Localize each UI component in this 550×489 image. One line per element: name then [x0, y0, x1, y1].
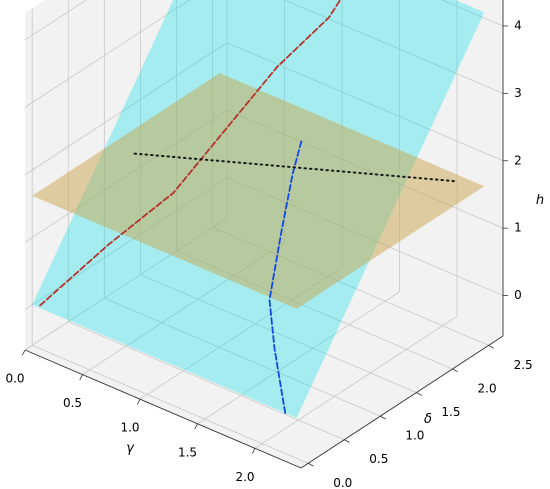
y-grid-line-floor — [32, 344, 309, 464]
z-tick-label: 2 — [514, 153, 522, 167]
x-tick-label: 1.5 — [178, 445, 197, 459]
y-tick-label: 1.0 — [405, 429, 424, 443]
x-tick-label-mark — [21, 349, 26, 356]
z-axis-label: h — [536, 193, 544, 208]
x-tick-label-mark — [194, 423, 198, 430]
x-tick-label: 1.0 — [120, 421, 139, 435]
y-tick-label: 0.0 — [333, 476, 352, 489]
z-tick-label: 4 — [514, 18, 522, 32]
tick-labels: 0.0 0.5 1.0 1.5 2.0 0.0 0.5 1.0 1.5 2.0 2.5 0 1 2 3 4 — [5, 18, 532, 489]
series-lines — [39, 0, 456, 414]
axis-labels: γ δ h — [126, 193, 544, 456]
x-tick-label: 0.0 — [5, 372, 24, 386]
planes — [32, 0, 485, 418]
series-line-1 — [39, 0, 342, 307]
y-tick-label-mark — [488, 345, 495, 349]
y-tick-label: 2.5 — [514, 358, 533, 372]
y-axis-label: δ — [424, 412, 432, 427]
x-grid-line-floor — [197, 291, 400, 425]
y-grid-line-floor — [68, 321, 345, 441]
y-tick-label: 1.5 — [441, 405, 460, 419]
z-tick-label: 1 — [514, 221, 522, 235]
z-grid-line-back — [283, 0, 504, 94]
x-tick-label: 2.0 — [235, 470, 254, 484]
y-grid-line-floor — [140, 274, 417, 393]
z-grid-line-back — [226, 42, 504, 162]
z-grid-line-left — [24, 42, 228, 176]
plane-2 — [32, 73, 485, 309]
series-line-3 — [133, 152, 456, 183]
x-tick-label-mark — [136, 398, 141, 405]
z-grid-line-back — [441, 0, 504, 27]
y-tick-label: 0.5 — [369, 452, 388, 466]
y-tick-label: 2.0 — [478, 382, 497, 396]
y-tick-label-mark — [344, 439, 350, 443]
x-tick-label-mark — [79, 374, 83, 381]
z-tick-label: 3 — [514, 86, 522, 100]
y-tick-label-mark — [380, 415, 386, 420]
y-tick-label-mark — [452, 368, 458, 373]
x-tick-label: 0.5 — [63, 396, 82, 410]
x-tick-label-mark — [251, 448, 256, 454]
floor-pane — [25, 218, 503, 468]
x-axis-label: γ — [126, 441, 135, 456]
x-grid-line-floor — [254, 315, 458, 449]
y-axis-line — [300, 335, 504, 469]
y-tick-label-mark — [308, 462, 314, 467]
z-tick-label: 0 — [514, 288, 522, 302]
z-grid-line-left — [24, 0, 191, 108]
y-grid-line-floor — [104, 297, 381, 417]
y-tick-label-mark — [416, 392, 422, 396]
z-grid-line-left — [24, 0, 87, 41]
